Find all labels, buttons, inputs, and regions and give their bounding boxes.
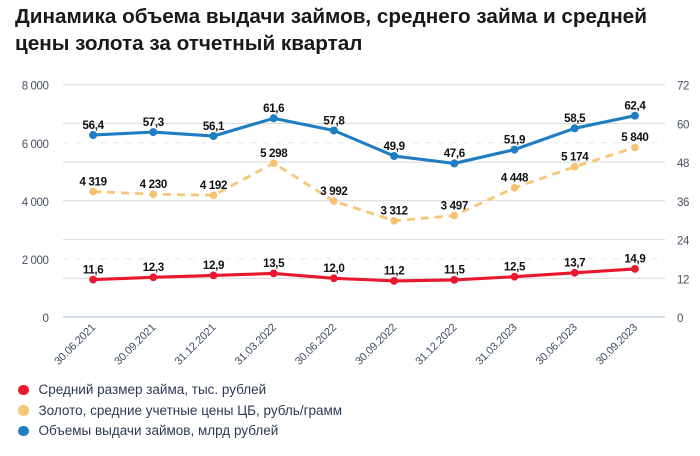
- svg-text:48: 48: [677, 158, 689, 170]
- svg-text:4 192: 4 192: [200, 179, 227, 192]
- svg-text:4 230: 4 230: [140, 178, 167, 191]
- svg-text:12,9: 12,9: [203, 259, 225, 272]
- svg-text:57,3: 57,3: [143, 116, 165, 129]
- svg-text:11,5: 11,5: [444, 264, 465, 277]
- svg-text:61,6: 61,6: [263, 102, 285, 115]
- svg-text:6 000: 6 000: [22, 139, 49, 151]
- svg-text:30.06.2021: 30.06.2021: [52, 322, 98, 368]
- svg-text:4 319: 4 319: [79, 175, 107, 188]
- svg-text:57,8: 57,8: [323, 114, 345, 127]
- svg-text:72: 72: [677, 81, 689, 93]
- svg-text:11,2: 11,2: [384, 265, 405, 278]
- svg-text:13,5: 13,5: [263, 257, 285, 270]
- svg-text:11,6: 11,6: [83, 263, 104, 276]
- svg-text:3 497: 3 497: [441, 199, 468, 212]
- svg-text:3 312: 3 312: [380, 205, 407, 218]
- svg-text:36: 36: [677, 197, 689, 209]
- svg-text:49,9: 49,9: [384, 140, 406, 153]
- svg-text:31.12.2021: 31.12.2021: [173, 322, 219, 368]
- svg-text:12,5: 12,5: [504, 261, 526, 274]
- svg-text:56,1: 56,1: [203, 120, 225, 133]
- svg-text:4 000: 4 000: [22, 197, 49, 209]
- svg-text:0: 0: [677, 313, 683, 325]
- svg-text:0: 0: [43, 313, 49, 325]
- svg-text:14,9: 14,9: [624, 253, 646, 266]
- svg-text:58,5: 58,5: [564, 112, 586, 125]
- svg-text:56,4: 56,4: [83, 119, 105, 132]
- svg-text:47,6: 47,6: [444, 147, 466, 160]
- svg-text:13,7: 13,7: [564, 257, 585, 270]
- svg-text:30.09.2023: 30.09.2023: [594, 322, 640, 368]
- svg-text:30.09.2022: 30.09.2022: [353, 322, 399, 368]
- svg-text:30.06.2022: 30.06.2022: [293, 322, 339, 368]
- svg-text:4 448: 4 448: [501, 172, 529, 185]
- svg-text:31.03.2022: 31.03.2022: [233, 322, 279, 368]
- svg-text:3 992: 3 992: [320, 185, 347, 198]
- svg-text:5 174: 5 174: [561, 151, 589, 164]
- svg-text:8 000: 8 000: [22, 81, 49, 93]
- svg-text:51,9: 51,9: [504, 133, 526, 146]
- svg-text:5 840: 5 840: [621, 131, 648, 144]
- svg-text:31.03.2023: 31.03.2023: [474, 322, 520, 368]
- svg-text:2 000: 2 000: [22, 255, 49, 267]
- svg-text:62,4: 62,4: [624, 100, 646, 113]
- svg-text:30.06.2023: 30.06.2023: [534, 322, 580, 368]
- svg-text:60: 60: [677, 119, 689, 131]
- svg-text:12,3: 12,3: [143, 261, 165, 274]
- svg-text:12,0: 12,0: [323, 262, 344, 275]
- svg-text:24: 24: [677, 236, 690, 248]
- svg-text:31.12.2022: 31.12.2022: [413, 322, 459, 368]
- svg-text:30.09.2021: 30.09.2021: [112, 322, 158, 368]
- svg-text:12: 12: [677, 274, 689, 286]
- svg-text:5 298: 5 298: [260, 147, 288, 160]
